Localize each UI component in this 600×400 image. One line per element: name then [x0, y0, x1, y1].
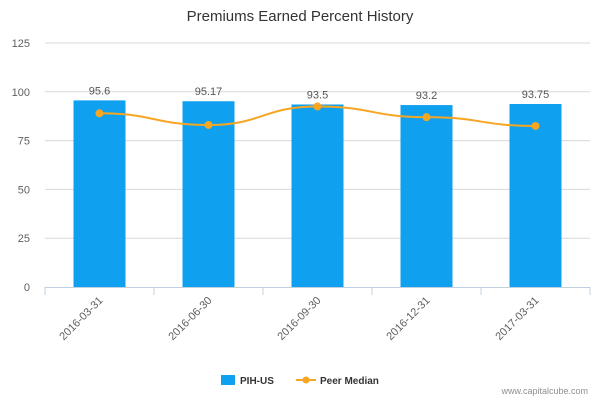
peer-median-series	[95, 102, 540, 130]
bars	[73, 100, 562, 288]
peer-median-point[interactable]	[95, 109, 104, 118]
bar-data-labels: 95.6 95.17 93.5 93.2 93.75	[89, 85, 549, 102]
x-tick-label: 2016-03-31	[57, 295, 105, 343]
bar[interactable]	[291, 104, 344, 287]
x-tick-label: 2016-06-30	[166, 295, 214, 343]
legend: PIH-US Peer Median	[221, 375, 379, 387]
x-tick-label: 2017-03-31	[493, 295, 541, 343]
bar[interactable]	[400, 105, 453, 287]
credit-text[interactable]: www.capitalcube.com	[500, 386, 588, 396]
legend-marker-peer-median	[302, 376, 310, 384]
bar[interactable]	[73, 100, 126, 288]
legend-label-peer-median[interactable]: Peer Median	[320, 376, 379, 387]
legend-swatch-pih-us	[221, 375, 235, 385]
x-tick-label: 2016-12-31	[384, 295, 432, 343]
y-tick-label: 75	[18, 136, 30, 148]
legend-label-pih-us[interactable]: PIH-US	[240, 376, 274, 387]
bar[interactable]	[182, 101, 235, 288]
x-tick-label: 2016-09-30	[275, 295, 323, 343]
bar-value-label: 93.2	[416, 90, 437, 102]
bar-value-label: 93.75	[522, 89, 550, 101]
bar[interactable]	[509, 104, 562, 287]
y-axis-ticks: 0 25 50 75 100 125	[12, 38, 30, 294]
bar-value-label: 93.5	[307, 89, 328, 101]
y-tick-label: 25	[18, 233, 30, 245]
chart-title: Premiums Earned Percent History	[187, 8, 414, 25]
y-tick-label: 100	[12, 87, 30, 99]
bar-value-label: 95.17	[195, 86, 223, 98]
bar-value-label: 95.6	[89, 85, 110, 97]
y-tick-label: 125	[12, 38, 30, 50]
y-tick-label: 50	[18, 184, 30, 196]
x-axis-ticks: 2016-03-31 2016-06-30 2016-09-30 2016-12-31…	[44, 287, 591, 343]
y-tick-label: 0	[24, 282, 30, 294]
peer-median-point[interactable]	[422, 113, 431, 122]
peer-median-point[interactable]	[531, 121, 540, 130]
peer-median-point[interactable]	[313, 102, 322, 111]
peer-median-point[interactable]	[204, 120, 213, 129]
